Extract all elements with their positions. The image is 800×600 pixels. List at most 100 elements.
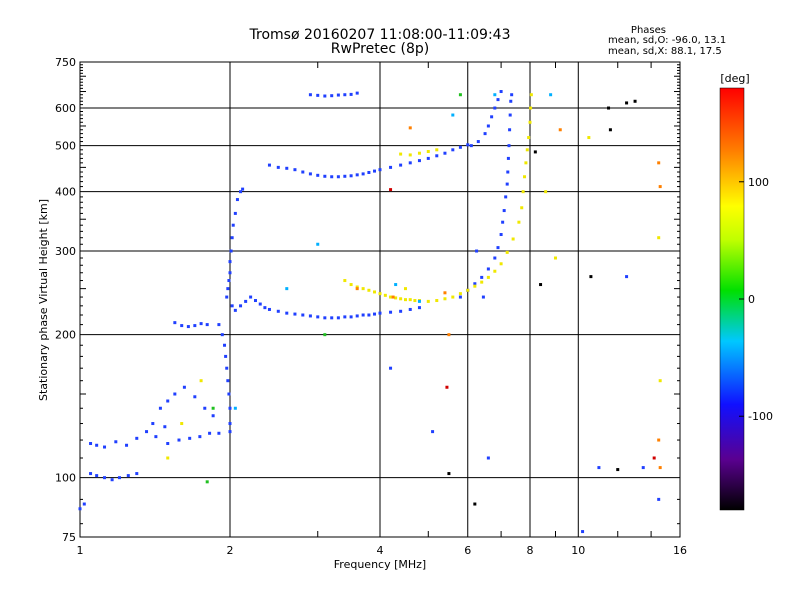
echo-point (521, 190, 525, 194)
echo-point (652, 456, 656, 460)
echo-point (188, 436, 192, 440)
y-tick-label: 500 (55, 140, 76, 153)
echo-point (426, 156, 430, 160)
echo-point (507, 144, 511, 148)
echo-point (389, 295, 393, 299)
echo-point (285, 311, 289, 315)
echo-point (233, 308, 237, 312)
echo-point (203, 406, 207, 410)
echo-point (496, 98, 500, 102)
echo-point (499, 233, 503, 237)
echo-point (523, 175, 527, 179)
echo-point (267, 163, 271, 167)
echo-point (367, 170, 371, 174)
echo-point (355, 287, 359, 291)
echo-point (435, 148, 439, 152)
echo-point (417, 159, 421, 163)
echo-point (657, 497, 661, 501)
echo-point (403, 298, 407, 302)
echo-point (486, 275, 490, 279)
echo-point (89, 442, 93, 446)
echo-point (413, 299, 417, 303)
echo-point (493, 93, 497, 97)
echo-point (408, 298, 412, 302)
echo-point (499, 90, 503, 94)
echo-point (249, 295, 253, 299)
echo-point (228, 260, 232, 264)
echo-point (658, 466, 662, 470)
echo-point (135, 436, 139, 440)
echo-point (473, 502, 477, 506)
echo-point (389, 188, 393, 192)
echo-point (193, 324, 197, 328)
stats-header: Phases (631, 25, 666, 36)
echo-point (323, 333, 327, 337)
echo-point (389, 310, 393, 314)
echo-point (493, 269, 497, 273)
echo-point (445, 385, 449, 389)
echo-point (608, 128, 612, 132)
echo-point (228, 406, 232, 410)
echo-point (501, 220, 505, 224)
echo-point (336, 93, 340, 97)
echo-point (658, 379, 662, 383)
echo-point (205, 323, 209, 327)
echo-point (227, 279, 231, 283)
echo-point (235, 198, 239, 202)
y-tick-label: 750 (55, 56, 76, 69)
colorbar-tick-label: -100 (748, 410, 773, 423)
echo-point (208, 431, 212, 435)
echo-point (417, 306, 421, 310)
echo-point (117, 476, 121, 480)
echo-point (539, 283, 543, 287)
echo-point (177, 438, 181, 442)
echo-point (399, 309, 403, 313)
echo-point (361, 313, 365, 317)
echo-point (158, 406, 162, 410)
x-tick-label: 1 (77, 544, 84, 557)
y-tick-label: 200 (55, 329, 76, 342)
colorbar-ticks: 100 0 -100 (739, 176, 773, 423)
echo-point (426, 299, 430, 303)
echo-point (163, 425, 167, 429)
echo-point (525, 148, 529, 152)
echo-point (505, 182, 509, 186)
echo-point (228, 422, 232, 426)
echo-point (349, 315, 353, 319)
echo-point (657, 161, 661, 165)
y-tick-labels: 75 100 200 300 400 500 600 750 (55, 56, 76, 544)
y-axis-label: Stationary phase Virtual Height [km] (37, 199, 50, 401)
echo-point (241, 187, 245, 191)
echo-point (182, 385, 186, 389)
echo-point (553, 256, 557, 260)
echo-point (89, 472, 93, 476)
echo-point (431, 430, 435, 434)
echo-point (355, 285, 359, 289)
echo-point (529, 106, 533, 110)
echo-point (301, 170, 305, 174)
echo-point (373, 290, 377, 294)
echo-point (199, 379, 203, 383)
echo-point (228, 271, 232, 275)
echo-point (520, 206, 524, 210)
echo-point (469, 144, 473, 148)
echo-point (625, 101, 629, 105)
echo-point (399, 163, 403, 167)
echo-point (641, 466, 645, 470)
echo-point (336, 175, 340, 179)
echo-point (253, 299, 257, 303)
echo-point (361, 172, 365, 176)
echo-point (443, 297, 447, 301)
echo-point (349, 283, 353, 287)
echo-point (226, 287, 230, 291)
echo-point (443, 291, 447, 295)
echo-point (473, 284, 477, 288)
echo-point (625, 275, 629, 279)
echo-point (110, 478, 114, 482)
echo-point (417, 151, 421, 155)
y-tick-label: 300 (55, 245, 76, 258)
echo-point (135, 472, 139, 476)
echo-point (343, 315, 347, 319)
x-tick-label: 2 (227, 544, 234, 557)
echo-point (103, 476, 107, 480)
